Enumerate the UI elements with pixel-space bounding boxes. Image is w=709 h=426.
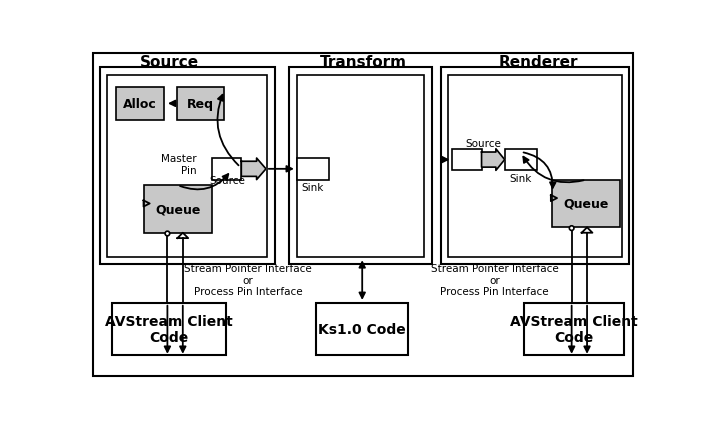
Polygon shape (241, 158, 266, 180)
Text: Transform: Transform (320, 55, 406, 70)
Text: Sink: Sink (510, 174, 532, 184)
Bar (505, 150, 537, 171)
Text: Stream Pointer Interface
or
Process Pin Interface: Stream Pointer Interface or Process Pin … (431, 264, 559, 296)
Circle shape (569, 226, 574, 231)
Polygon shape (481, 150, 505, 171)
Text: AVStream Client
Code: AVStream Client Code (105, 314, 233, 344)
Bar (524, 303, 624, 355)
Bar (107, 76, 267, 258)
Text: Req: Req (187, 98, 214, 111)
Bar (297, 158, 329, 180)
Circle shape (165, 232, 169, 236)
Text: Source: Source (465, 138, 501, 148)
Text: Ks1.0 Code: Ks1.0 Code (318, 322, 406, 336)
Bar (116, 88, 164, 120)
Text: Source: Source (210, 175, 245, 185)
Bar (212, 158, 241, 180)
Text: Master
Pin: Master Pin (161, 154, 196, 176)
Bar (145, 186, 212, 233)
Text: Renderer: Renderer (499, 55, 579, 70)
Bar (441, 68, 630, 265)
Text: Queue: Queue (564, 198, 609, 210)
Text: Source: Source (140, 55, 199, 70)
Bar (452, 150, 481, 171)
Text: Sink: Sink (302, 183, 324, 193)
Bar (297, 76, 424, 258)
Text: Queue: Queue (155, 203, 201, 216)
Text: Alloc: Alloc (123, 98, 157, 111)
Bar (449, 76, 622, 258)
Text: AVStream Client
Code: AVStream Client Code (510, 314, 638, 344)
Text: Stream Pointer Interface
or
Process Pin Interface: Stream Pointer Interface or Process Pin … (184, 264, 312, 296)
Bar (112, 303, 226, 355)
Bar (289, 68, 432, 265)
Bar (316, 303, 408, 355)
Bar (100, 68, 275, 265)
Bar (177, 88, 224, 120)
Bar (552, 180, 620, 228)
